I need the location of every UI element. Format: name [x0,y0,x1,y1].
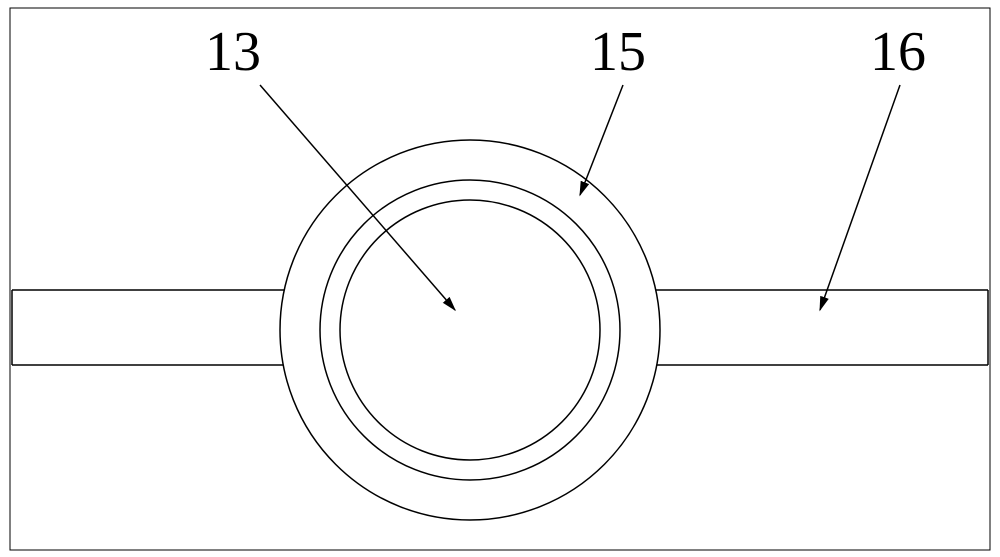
label-13: 13 [205,20,261,84]
label-15: 15 [590,20,646,84]
leader-line-15 [580,85,623,195]
leader-line-16 [820,85,900,310]
outer-circle [280,140,660,520]
left-arm [12,290,305,365]
right-arm [635,290,988,365]
diagram-svg [0,0,1000,557]
label-16: 16 [870,20,926,84]
diagram-container: 13 15 16 [0,0,1000,557]
